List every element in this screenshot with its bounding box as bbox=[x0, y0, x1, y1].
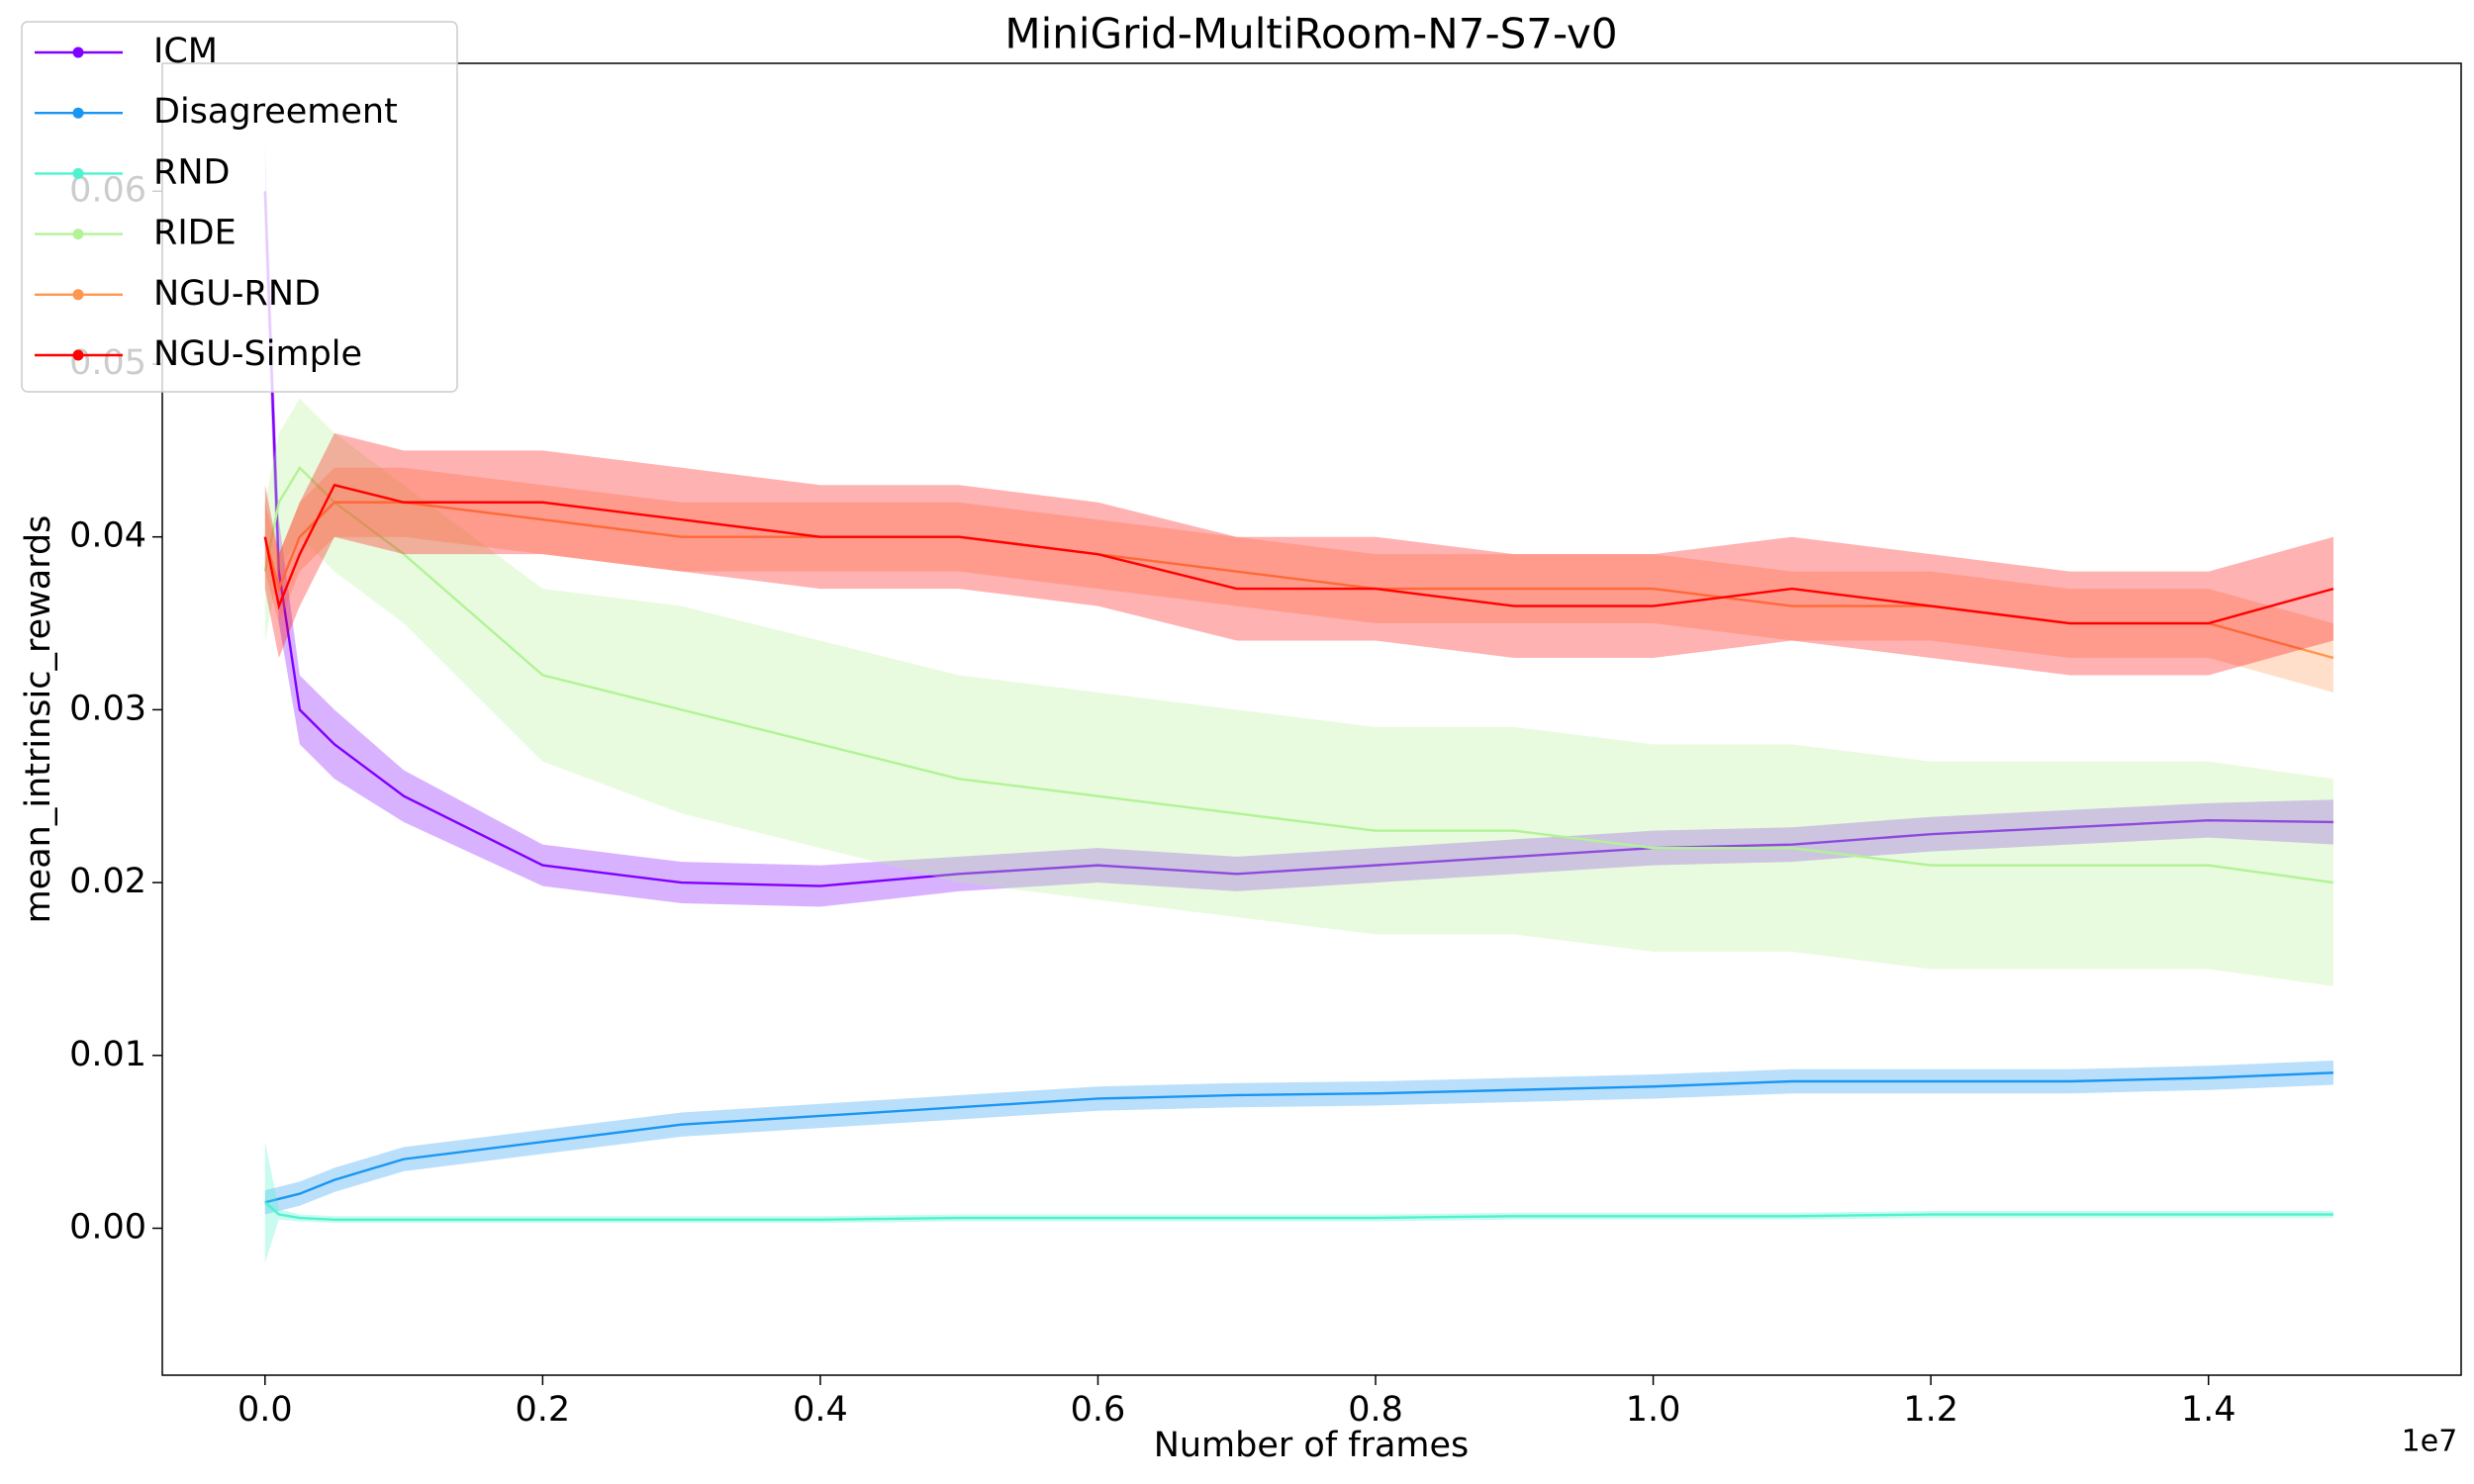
legend-label: RND bbox=[153, 152, 230, 192]
legend-marker bbox=[72, 289, 84, 301]
x-axis-label: Number of frames bbox=[1154, 1426, 1470, 1465]
x-tick-label: 0.0 bbox=[238, 1390, 293, 1430]
series-line bbox=[264, 1201, 2333, 1221]
y-tick-label: 0.02 bbox=[69, 862, 146, 901]
legend-label: NGU-Simple bbox=[153, 334, 362, 374]
y-tick-label: 0.04 bbox=[69, 516, 146, 556]
legend-box bbox=[21, 21, 458, 393]
legend-label: NGU-RND bbox=[153, 274, 321, 314]
x-tick-label: 0.2 bbox=[516, 1390, 571, 1430]
chart-title: MiniGrid-MultiRoom-N7-S7-v0 bbox=[1004, 10, 1617, 58]
x-tick-label: 0.8 bbox=[1348, 1390, 1403, 1430]
x-tick-label: 0.4 bbox=[793, 1390, 848, 1430]
x-tick-label: 1.0 bbox=[1626, 1390, 1681, 1430]
x-tick-label: 0.6 bbox=[1071, 1390, 1126, 1430]
x-offset-label: 1e7 bbox=[2402, 1425, 2458, 1459]
y-axis-label: mean_intrinsic_rewards bbox=[19, 515, 58, 924]
series-line bbox=[263, 483, 2334, 625]
y-tick-label: 0.00 bbox=[69, 1208, 146, 1248]
x-tick-label: 1.2 bbox=[1903, 1390, 1958, 1430]
x-tick-label: 1.4 bbox=[2181, 1390, 2236, 1430]
confidence-band bbox=[264, 432, 2333, 676]
confidence-band bbox=[264, 1061, 2333, 1215]
confidence-band bbox=[264, 398, 2333, 986]
y-tick-label: 0.01 bbox=[69, 1035, 146, 1074]
plot-frame bbox=[161, 62, 2462, 1376]
series-line bbox=[263, 191, 2333, 887]
legend-marker bbox=[72, 229, 84, 240]
series-line bbox=[264, 1071, 2333, 1204]
legend-marker bbox=[72, 107, 84, 119]
legend-marker bbox=[72, 349, 84, 361]
y-tick-label: 0.03 bbox=[69, 689, 146, 728]
legend-label: RIDE bbox=[153, 214, 237, 253]
legend-label: ICM bbox=[153, 32, 218, 71]
legend-marker bbox=[72, 167, 84, 179]
legend-marker bbox=[72, 46, 84, 58]
plot-area bbox=[263, 139, 2334, 1263]
legend-label: Disagreement bbox=[153, 92, 398, 132]
